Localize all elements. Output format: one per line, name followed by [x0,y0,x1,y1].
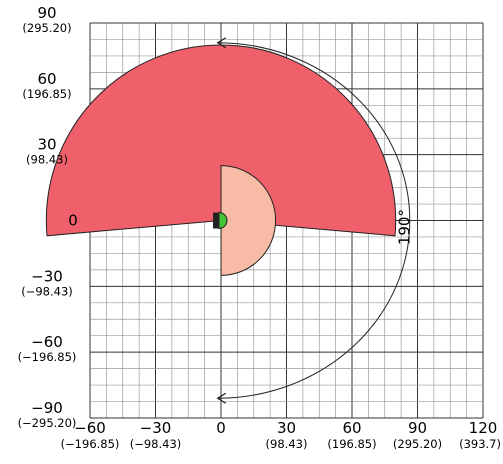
y-tick-sublabel: (−196.85) [18,350,77,364]
scan-angle-arc [217,42,411,399]
y-tick-sublabel: (−295.20) [18,416,77,430]
x-axis-labels: −60(−196.85) −30(−98.43) 0 30(98.43) 60(196.… [61,419,501,451]
y-axis-labels: 90(295.20) 60(196.85) 30(98.43) 0 −30(−98.43… [18,4,78,430]
scanner-body [213,212,219,229]
y-tick-sublabel: (−98.43) [21,284,73,298]
arrow-top-icon [216,37,227,49]
y-tick-label: −60 [31,333,63,351]
x-tick-sublabel: (196.85) [327,437,376,451]
scan-fields [45,44,397,276]
protective-field [220,165,276,276]
y-tick-label: −30 [31,267,63,285]
arrow-bottom-icon [216,392,227,404]
scanner-head [218,211,228,230]
x-tick-sublabel: (−196.85) [61,437,120,451]
scanner-icon [213,211,228,230]
x-tick-sublabel: (295.20) [393,437,442,451]
x-tick-label: 0 [216,419,226,437]
y-tick-sublabel: (196.85) [22,87,71,101]
y-tick-sublabel: (295.20) [22,21,71,35]
scan-angle-label: 190° [395,209,413,245]
x-tick-sublabel: (393.7) [459,437,501,451]
y-tick-label: 0 [68,212,78,230]
y-tick-label: −90 [31,399,63,417]
scan-angle-indicator: 190° [216,37,413,404]
x-tick-label: 120 [469,419,498,437]
x-tick-label: 90 [408,419,427,437]
x-tick-label: −30 [140,419,172,437]
y-tick-label: 60 [37,70,56,88]
x-tick-label: 30 [277,419,296,437]
x-tick-sublabel: (98.43) [266,437,308,451]
y-tick-label: 30 [37,136,56,154]
x-tick-label: 60 [342,419,361,437]
x-tick-sublabel: (−98.43) [130,437,182,451]
x-tick-label: −60 [74,419,106,437]
y-tick-label: 90 [37,4,56,22]
y-tick-sublabel: (98.43) [26,153,68,167]
